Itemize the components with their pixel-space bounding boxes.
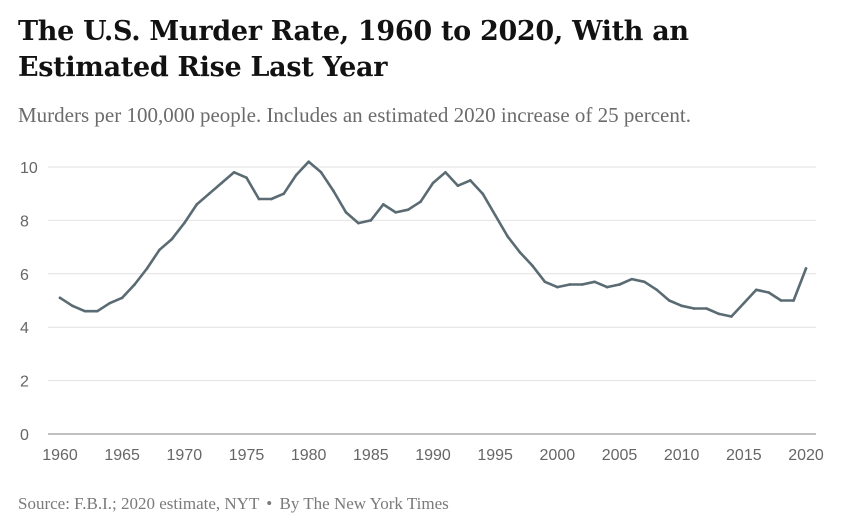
source-note: Source: F.B.I.; 2020 estimate, NYT • By … xyxy=(18,493,848,515)
x-tick-label: 2010 xyxy=(664,447,700,464)
data-point xyxy=(406,208,410,212)
data-point xyxy=(344,211,348,214)
byline-text: By The New York Times xyxy=(279,494,449,513)
data-point xyxy=(170,237,174,241)
x-tick-label: 1980 xyxy=(291,447,327,464)
y-tick-label: 10 xyxy=(20,160,38,177)
data-point xyxy=(767,291,770,294)
x-tick-label: 1970 xyxy=(167,447,203,464)
data-point xyxy=(643,280,646,284)
data-point xyxy=(381,203,385,206)
data-point xyxy=(605,285,609,289)
y-tick-label: 6 xyxy=(20,267,29,284)
data-point xyxy=(580,283,584,286)
data-point xyxy=(120,296,124,300)
data-point xyxy=(307,160,310,163)
data-point xyxy=(83,309,87,313)
data-point xyxy=(506,235,509,238)
data-point xyxy=(630,277,634,281)
data-point xyxy=(232,171,236,174)
x-tick-label: 1990 xyxy=(415,447,451,464)
data-point xyxy=(96,309,99,313)
data-point xyxy=(568,283,572,286)
x-tick-label: 2015 xyxy=(726,447,762,464)
data-point xyxy=(183,221,186,225)
data-point xyxy=(717,312,721,316)
x-tick-label: 1960 xyxy=(42,447,78,464)
data-point xyxy=(419,200,422,204)
data-point xyxy=(618,283,621,286)
x-tick-label: 1985 xyxy=(353,447,389,464)
data-point xyxy=(518,251,522,254)
data-point xyxy=(133,283,136,286)
x-axis-labels: 1960 1965 1970 1975 1980 1985 1990 1995 2000 2005… xyxy=(42,447,824,464)
data-point xyxy=(705,307,708,310)
data-point xyxy=(58,296,62,300)
data-point xyxy=(593,280,596,284)
data-point xyxy=(444,171,447,174)
x-tick-label: 1975 xyxy=(229,447,265,464)
data-point xyxy=(481,192,485,195)
data-point xyxy=(531,264,534,268)
data-point xyxy=(257,197,261,201)
data-point xyxy=(282,192,286,195)
data-point xyxy=(220,181,223,185)
data-point xyxy=(270,197,273,201)
separator-dot: • xyxy=(266,494,273,513)
y-axis-labels: 0 2 4 6 8 10 xyxy=(20,160,38,444)
x-tick-label: 2020 xyxy=(788,447,824,464)
data-point xyxy=(431,181,435,185)
data-point xyxy=(792,299,795,302)
data-point xyxy=(456,184,460,187)
data-point xyxy=(71,304,74,308)
data-point xyxy=(245,176,248,179)
data-point xyxy=(332,189,335,193)
chart-title: The U.S. Murder Rate, 1960 to 2020, With… xyxy=(18,16,689,83)
data-point xyxy=(754,288,758,292)
gridlines xyxy=(48,166,816,435)
chart-subtitle: Murders per 100,000 people. Includes an … xyxy=(18,103,691,127)
x-tick-label: 1995 xyxy=(477,447,513,464)
x-tick-label: 2005 xyxy=(602,447,638,464)
y-tick-label: 4 xyxy=(20,320,29,337)
source-text: Source: F.B.I.; 2020 estimate, NYT xyxy=(18,494,260,513)
data-point xyxy=(730,315,733,318)
data-point xyxy=(145,267,149,270)
x-tick-label: 1965 xyxy=(104,447,140,464)
y-tick-label: 2 xyxy=(20,374,29,391)
series-layer xyxy=(58,160,808,318)
data-point xyxy=(804,267,808,270)
data-point xyxy=(556,285,559,289)
data-point xyxy=(655,288,659,292)
y-tick-label: 8 xyxy=(20,213,29,230)
data-point xyxy=(667,299,671,302)
data-point xyxy=(493,213,497,217)
data-point xyxy=(692,307,696,310)
data-point xyxy=(357,221,360,225)
data-point xyxy=(543,280,547,284)
data-point xyxy=(294,173,298,177)
data-point xyxy=(742,301,746,305)
x-tick-label: 2000 xyxy=(540,447,576,464)
data-point xyxy=(369,219,373,222)
y-tick-label: 0 xyxy=(20,427,29,444)
data-point xyxy=(394,211,398,214)
data-point xyxy=(319,171,323,174)
data-point xyxy=(207,192,211,195)
data-point xyxy=(108,301,112,305)
data-point xyxy=(779,299,783,302)
data-point xyxy=(680,304,683,308)
data-point xyxy=(469,179,472,182)
data-point xyxy=(158,248,161,252)
data-point xyxy=(195,203,199,206)
